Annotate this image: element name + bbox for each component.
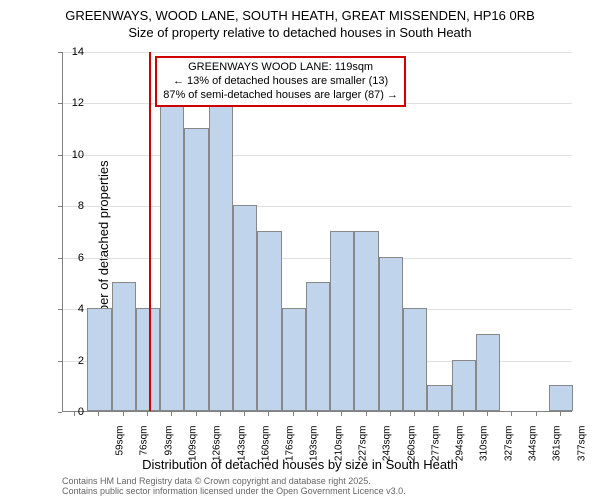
chart-title-sub: Size of property relative to detached ho… <box>0 23 600 40</box>
x-tick <box>560 412 561 416</box>
histogram-bar <box>330 231 354 411</box>
histogram-bar <box>549 385 573 411</box>
histogram-bar <box>257 231 281 411</box>
y-tick <box>58 52 62 53</box>
histogram-bar <box>160 102 184 411</box>
x-tick <box>123 412 124 416</box>
y-tick <box>58 155 62 156</box>
x-tick-label: 193sqm <box>309 426 320 476</box>
grid-line <box>63 258 572 259</box>
x-tick-label: 143sqm <box>236 426 247 476</box>
x-tick <box>317 412 318 416</box>
histogram-bar <box>112 282 136 411</box>
x-tick <box>366 412 367 416</box>
y-tick <box>58 412 62 413</box>
x-tick-label: 176sqm <box>285 426 296 476</box>
y-tick <box>58 206 62 207</box>
x-tick <box>341 412 342 416</box>
annotation-line-2: ← 13% of detached houses are smaller (13… <box>163 75 398 89</box>
histogram-bar <box>282 308 306 411</box>
x-tick-label: 126sqm <box>212 426 223 476</box>
x-tick <box>390 412 391 416</box>
histogram-bar <box>136 308 160 411</box>
histogram-bar <box>354 231 378 411</box>
x-tick-label: 227sqm <box>358 426 369 476</box>
x-tick <box>220 412 221 416</box>
histogram-bar <box>306 282 330 411</box>
footer-line-2: Contains public sector information licen… <box>62 487 406 497</box>
x-tick-label: 327sqm <box>503 426 514 476</box>
x-tick <box>536 412 537 416</box>
x-tick <box>171 412 172 416</box>
x-tick <box>244 412 245 416</box>
x-tick-label: 76sqm <box>139 426 150 476</box>
plot-area: GREENWAYS WOOD LANE: 119sqm← 13% of deta… <box>62 52 572 412</box>
grid-line <box>63 155 572 156</box>
x-tick <box>414 412 415 416</box>
x-tick <box>74 412 75 416</box>
x-tick <box>268 412 269 416</box>
x-tick-label: 160sqm <box>260 426 271 476</box>
x-tick-label: 310sqm <box>479 426 490 476</box>
x-tick <box>98 412 99 416</box>
x-tick <box>487 412 488 416</box>
x-tick-label: 109sqm <box>188 426 199 476</box>
x-tick <box>438 412 439 416</box>
annotation-line-3: 87% of semi-detached houses are larger (… <box>163 89 398 103</box>
annotation-box: GREENWAYS WOOD LANE: 119sqm← 13% of deta… <box>155 56 406 107</box>
x-tick-label: 243sqm <box>382 426 393 476</box>
histogram-bar <box>209 102 233 411</box>
x-tick-label: 377sqm <box>576 426 587 476</box>
x-tick-label: 344sqm <box>528 426 539 476</box>
y-tick <box>58 361 62 362</box>
x-tick <box>293 412 294 416</box>
x-tick-label: 93sqm <box>163 426 174 476</box>
chart-title-main: GREENWAYS, WOOD LANE, SOUTH HEATH, GREAT… <box>0 0 600 23</box>
grid-line <box>63 52 572 53</box>
y-tick <box>58 309 62 310</box>
y-tick <box>58 103 62 104</box>
x-tick-label: 59sqm <box>115 426 126 476</box>
grid-line <box>63 206 572 207</box>
x-tick-label: 361sqm <box>552 426 563 476</box>
histogram-bar <box>452 360 476 411</box>
histogram-bar <box>87 308 111 411</box>
x-tick-label: 277sqm <box>430 426 441 476</box>
x-tick <box>511 412 512 416</box>
histogram-bar <box>427 385 451 411</box>
histogram-bar <box>476 334 500 411</box>
x-tick <box>147 412 148 416</box>
y-tick <box>58 258 62 259</box>
x-tick-label: 294sqm <box>455 426 466 476</box>
x-tick-label: 260sqm <box>406 426 417 476</box>
annotation-line-1: GREENWAYS WOOD LANE: 119sqm <box>163 61 398 75</box>
property-marker-line <box>149 52 151 411</box>
chart-footer: Contains HM Land Registry data © Crown c… <box>62 477 406 497</box>
histogram-bar <box>184 128 208 411</box>
histogram-chart: GREENWAYS, WOOD LANE, SOUTH HEATH, GREAT… <box>0 0 600 500</box>
histogram-bar <box>379 257 403 411</box>
histogram-bar <box>233 205 257 411</box>
x-tick <box>196 412 197 416</box>
x-tick <box>463 412 464 416</box>
histogram-bar <box>403 308 427 411</box>
x-tick-label: 210sqm <box>333 426 344 476</box>
